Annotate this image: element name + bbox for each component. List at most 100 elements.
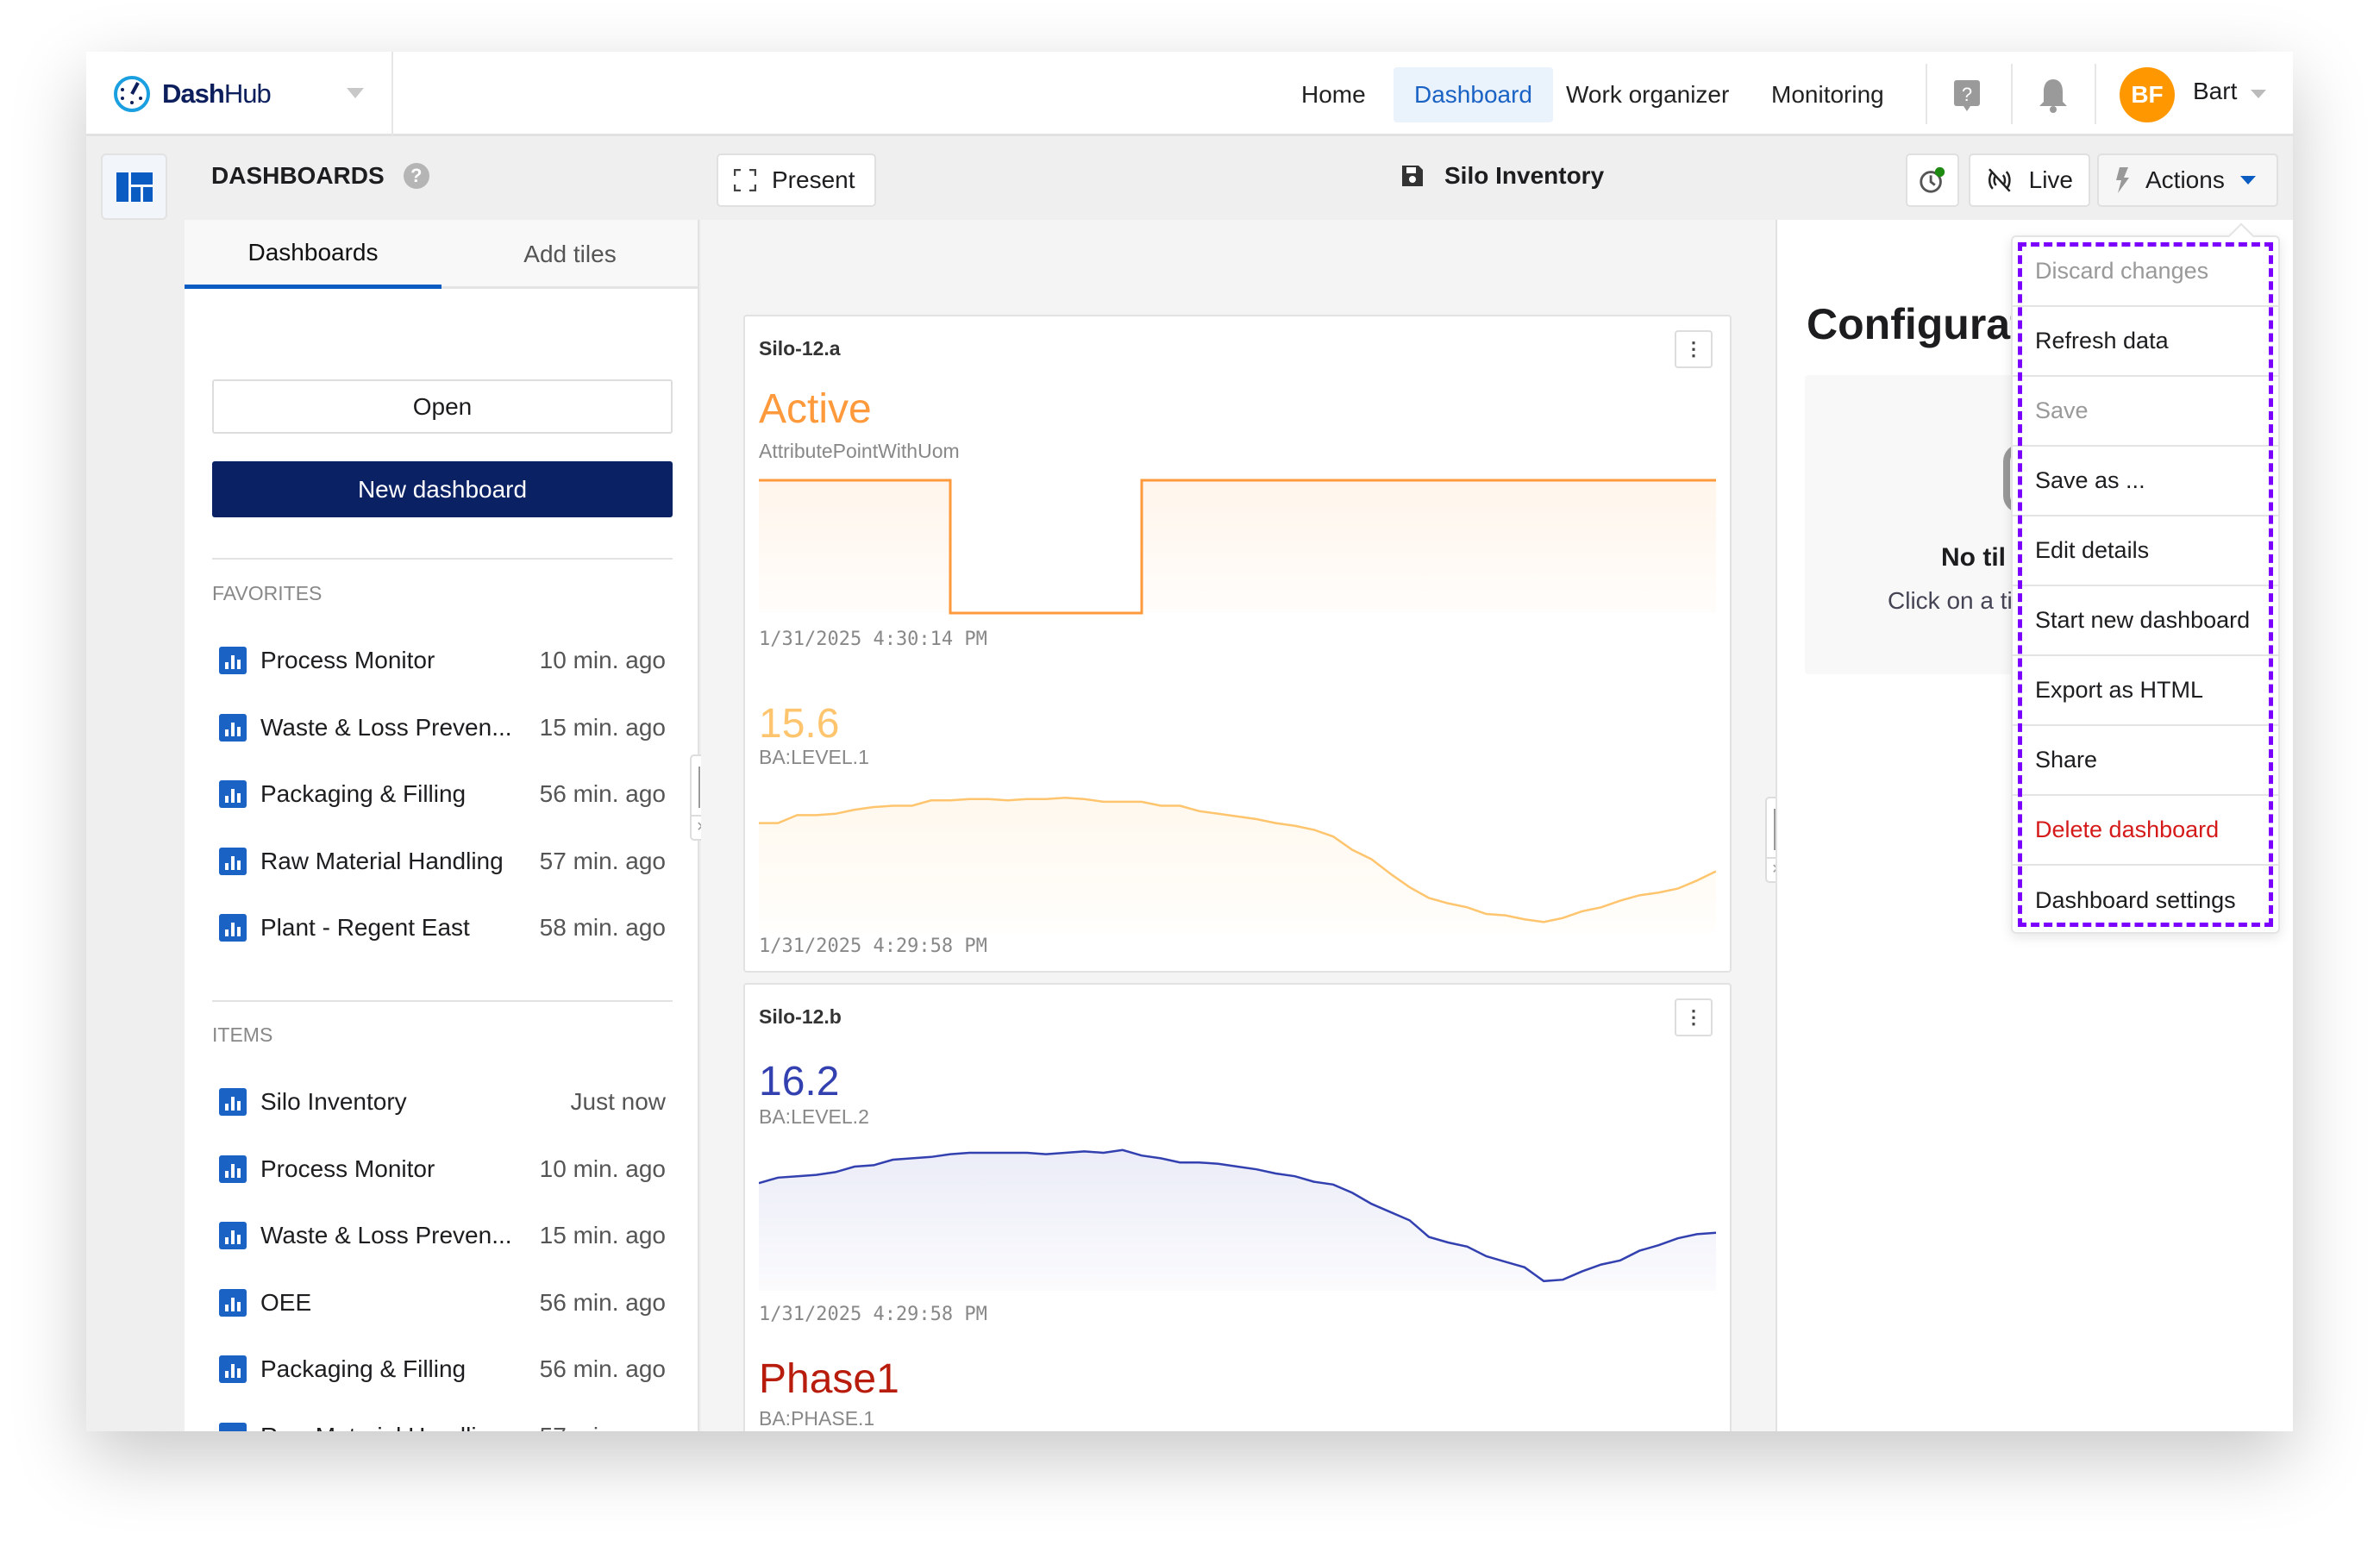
tile-menu-kebab-icon[interactable]: ⋮ [1675, 330, 1713, 368]
help-question-icon[interactable]: ? [403, 163, 429, 189]
dashboard-list-item[interactable]: Packaging & Filling 56 min. ago [212, 773, 673, 816]
chart-bar-icon [219, 780, 247, 808]
menu-item-dashboard-settings[interactable]: Dashboard settings [2035, 887, 2236, 913]
menu-item-share[interactable]: Share [2013, 726, 2278, 796]
tab-add-tiles[interactable]: Add tiles [523, 241, 617, 267]
chart-bar-icon [219, 1355, 247, 1383]
dashboard-list-item[interactable]: Process Monitor 10 min. ago [212, 639, 673, 682]
user-avatar[interactable]: BF [2120, 67, 2175, 122]
tile-silo-12a[interactable]: Silo-12.a ⋮ Active AttributePointWithUom… [743, 315, 1732, 973]
dashboard-list-item[interactable]: Waste & Loss Preven... 15 min. ago [212, 1214, 673, 1257]
nav-work-organizer[interactable]: Work organizer [1566, 81, 1730, 108]
chart-bar-icon [219, 847, 247, 875]
app-switch-caret-icon[interactable] [347, 88, 364, 98]
item-time: 15 min. ago [539, 1222, 666, 1248]
nav-home[interactable]: Home [1301, 81, 1366, 108]
dashboard-list-item[interactable]: Packaging & Filling 56 min. ago [212, 1348, 673, 1391]
dashboards-sidebar: Dashboards Add tiles Open New dashboard … [185, 220, 788, 1432]
actions-dropdown-menu: Discard changes Refresh data Save Save as .… [2011, 235, 2280, 934]
help-icon[interactable]: ? [1953, 79, 1981, 114]
favorites-heading: FAVORITES [212, 582, 323, 604]
widget-source: BA:PHASE.1 [759, 1407, 875, 1430]
new-dashboard-button[interactable]: New dashboard [212, 461, 673, 517]
item-name: Silo Inventory [260, 1088, 407, 1115]
item-time: 56 min. ago [539, 1288, 666, 1316]
widget-value: 16.2 [759, 1059, 840, 1105]
user-name[interactable]: Bart [2193, 78, 2238, 104]
dashboard-list-item[interactable]: Raw Material Handling 57 min. ago [212, 840, 673, 883]
present-label: Present [772, 166, 855, 193]
item-name: OEE [260, 1288, 312, 1316]
live-label: Live [2028, 166, 2073, 193]
menu-item-delete-dashboard[interactable]: Delete dashboard [2013, 796, 2278, 866]
history-clock-icon [1920, 166, 1945, 193]
menu-item-refresh-data[interactable]: Refresh data [2013, 307, 2278, 377]
live-button[interactable]: Live [1969, 153, 2090, 207]
divider [1926, 64, 1927, 124]
nav-monitoring[interactable]: Monitoring [1771, 81, 1884, 108]
items-heading: ITEMS [212, 1023, 273, 1046]
tile-silo-12b[interactable]: Silo-12.b ⋮ 16.2 BA:LEVEL.2 1/31/2025 4:… [743, 983, 1732, 1431]
item-time: 56 min. ago [539, 780, 666, 807]
configuration-title: Configurati [1807, 300, 2037, 348]
item-time: 57 min. ago [539, 847, 666, 874]
open-button[interactable]: Open [212, 379, 673, 434]
menu-item-save: Save [2013, 377, 2278, 447]
empty-title: No til [1941, 543, 2006, 572]
logo-text-light: Hub [223, 78, 272, 109]
item-name: Plant - Regent East [260, 914, 470, 941]
status-step-chart [759, 479, 1716, 615]
widget-timestamp: 1/31/2025 4:30:14 PM [759, 629, 987, 650]
divider [2011, 64, 2013, 124]
item-name: Packaging & Filling [260, 780, 467, 807]
user-menu-caret-icon[interactable] [2251, 90, 2266, 98]
level2-area-chart [759, 1148, 1716, 1291]
chart-bar-icon [219, 1088, 247, 1116]
dashboard-list-item[interactable]: Process Monitor 10 min. ago [212, 1148, 673, 1191]
item-name: Process Monitor [260, 647, 435, 673]
empty-hint: Click on a ti [1888, 587, 2013, 614]
item-time: 58 min. ago [539, 914, 666, 941]
actions-button[interactable]: Actions [2097, 153, 2278, 207]
dashboard-list-item[interactable]: Silo Inventory Just now [212, 1080, 673, 1123]
dashboards-panel-toggle[interactable] [101, 153, 167, 220]
item-time: 56 min. ago [539, 1355, 666, 1382]
chart-bar-icon [219, 1422, 247, 1431]
menu-item-export-as-html[interactable]: Export as HTML [2013, 656, 2278, 726]
widget-source: AttributePointWithUom [759, 440, 960, 462]
divider [391, 52, 393, 136]
tile-menu-kebab-icon[interactable]: ⋮ [1675, 998, 1713, 1036]
logo-text-bold: Dash [162, 78, 225, 109]
chart-bar-icon [219, 647, 247, 674]
menu-item-edit-details[interactable]: Edit details [2013, 516, 2278, 586]
item-name: Raw Material Handling [260, 847, 504, 874]
widget-timestamp: 1/31/2025 4:29:58 PM [759, 1304, 987, 1325]
dashboard-canvas: Silo-12.a ⋮ Active AttributePointWithUom… [701, 220, 1863, 1431]
chart-bar-icon [219, 713, 247, 742]
tab-dashboards[interactable]: Dashboards [185, 220, 442, 289]
menu-item-save-as[interactable]: Save as ... [2013, 447, 2278, 516]
chart-bar-icon [219, 1288, 247, 1317]
dashboard-list-item[interactable]: Waste & Loss Preven... 15 min. ago [212, 706, 673, 749]
history-button[interactable] [1906, 153, 1959, 207]
dashboard-list-item[interactable]: Plant - Regent East 58 min. ago [212, 906, 673, 949]
top-header: DashHub Home Dashboard Work organizer Mo… [86, 52, 2293, 136]
app-window: DashHub Home Dashboard Work organizer Mo… [86, 52, 2293, 1431]
dashboard-list-item[interactable]: OEE 56 min. ago [212, 1281, 673, 1324]
area-fill [759, 1149, 1716, 1291]
item-time: 57 min. ago [540, 1423, 666, 1432]
tile-title: Silo-12.b [759, 1005, 842, 1028]
notifications-bell-icon[interactable] [2037, 78, 2070, 114]
nav-dashboard[interactable]: Dashboard [1394, 67, 1553, 122]
item-time: 10 min. ago [539, 647, 666, 673]
divider [212, 558, 673, 560]
svg-text:?: ? [1962, 84, 1972, 105]
item-time: Just now [570, 1088, 667, 1115]
save-disk-icon[interactable] [1401, 165, 1424, 187]
present-button[interactable]: Present [717, 153, 876, 207]
logo[interactable]: DashHub [112, 74, 272, 114]
menu-item-start-new-dashboard[interactable]: Start new dashboard [2013, 586, 2278, 656]
divider [2095, 64, 2096, 124]
chart-bar-icon [219, 1222, 247, 1249]
